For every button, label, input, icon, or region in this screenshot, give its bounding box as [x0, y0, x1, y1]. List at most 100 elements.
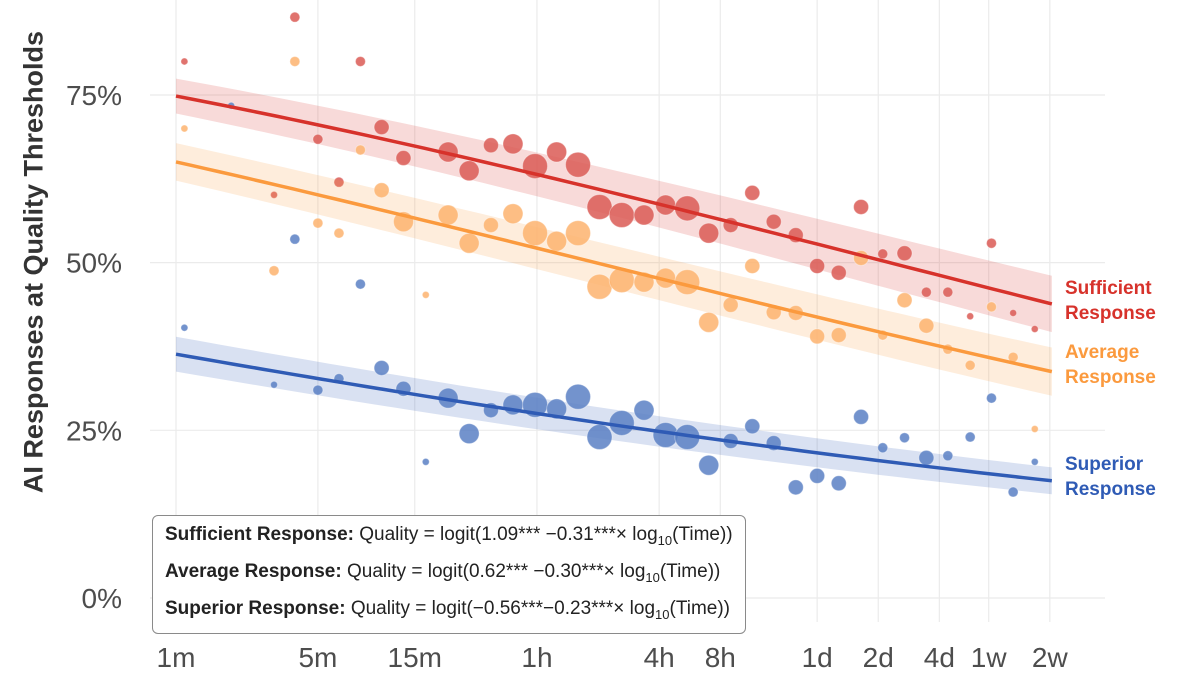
data-point-superior: [918, 449, 935, 466]
equation-name: Sufficient Response:: [165, 524, 354, 545]
series-label-superior: Superior Response: [1065, 452, 1156, 502]
equation-formula-end: (Time)): [669, 597, 731, 619]
data-point-average: [918, 317, 935, 334]
equation-formula-end: (Time)): [672, 524, 733, 545]
data-point-average: [312, 217, 324, 229]
data-point-sufficient: [180, 57, 189, 66]
data-point-superior: [270, 380, 279, 389]
data-point-superior: [458, 423, 480, 445]
data-point-sufficient: [608, 202, 635, 229]
data-point-average: [421, 290, 430, 299]
data-point-sufficient: [744, 184, 761, 201]
data-point-superior: [964, 431, 976, 443]
data-point-average: [437, 204, 459, 226]
data-point-average: [896, 292, 913, 309]
data-point-average: [333, 227, 345, 239]
x-tick-label: 4d: [924, 642, 955, 673]
data-point-superior: [373, 359, 390, 376]
data-point-sufficient: [354, 55, 366, 67]
data-point-average: [722, 296, 739, 313]
data-point-sufficient: [698, 222, 720, 244]
data-point-average: [830, 327, 847, 344]
data-point-sufficient: [765, 213, 782, 230]
data-point-average: [458, 232, 480, 254]
data-point-average: [502, 203, 524, 225]
equation-box: Sufficient Response: Quality = logit(1.0…: [152, 515, 746, 635]
data-point-average: [546, 230, 568, 252]
data-point-sufficient: [966, 312, 975, 321]
equation-formula: Quality = logit(1.09*** −0.31***× log: [359, 524, 658, 545]
data-point-average: [1030, 424, 1039, 433]
equation-formula: Quality = logit(−0.56***−0.23***× log: [350, 597, 656, 619]
fit-line-superior: [175, 352, 1053, 483]
y-tick-label: 0%: [82, 583, 122, 614]
data-point-sufficient: [877, 248, 889, 260]
data-point-sufficient: [565, 151, 592, 178]
x-tick-label: 1w: [971, 642, 1008, 673]
fit-line-average: [175, 160, 1053, 374]
data-point-sufficient: [333, 176, 345, 188]
series-label-line: Average: [1065, 342, 1140, 363]
data-point-average: [354, 144, 366, 156]
data-point-superior: [942, 450, 954, 462]
data-point-sufficient: [942, 286, 954, 298]
data-point-average: [522, 220, 549, 247]
data-point-average: [744, 258, 761, 275]
data-point-sufficient: [985, 237, 997, 249]
data-point-sufficient: [289, 11, 301, 23]
equation-formula: Quality = logit(0.62*** −0.30***× log: [346, 560, 646, 582]
x-tick-label: 15m: [388, 642, 442, 673]
data-point-superior: [565, 383, 592, 410]
series-label-line: Response: [1065, 367, 1156, 388]
data-point-average: [289, 55, 301, 67]
data-point-superior: [830, 475, 847, 492]
series-label-sufficient: Sufficient Response: [1065, 276, 1156, 326]
y-tick-label: 25%: [66, 415, 122, 446]
series-label-line: Sufficient: [1065, 278, 1152, 299]
series-label-line: Superior: [1065, 454, 1144, 475]
series-label-line: Response: [1065, 479, 1156, 500]
data-point-average: [373, 182, 390, 199]
data-point-sufficient: [896, 245, 913, 262]
equation-sufficient: Sufficient Response: Quality = logit(1.0…: [165, 519, 733, 556]
equation-subscript: 10: [655, 606, 670, 622]
x-tick-label: 4h: [644, 642, 675, 673]
data-point-superior: [809, 467, 826, 484]
data-point-sufficient: [482, 137, 499, 154]
equation-name: Average Response:: [165, 560, 342, 582]
y-tick-label: 50%: [66, 248, 122, 279]
data-point-superior: [744, 418, 761, 435]
data-point-sufficient: [809, 258, 826, 275]
x-tick-label: 1h: [521, 642, 552, 673]
data-point-sufficient: [458, 160, 480, 182]
data-point-average: [586, 273, 613, 300]
series-label-line: Response: [1065, 303, 1156, 324]
data-point-superior: [1030, 457, 1039, 466]
data-point-sufficient: [502, 133, 524, 155]
data-point-average: [482, 217, 499, 234]
data-point-sufficient: [920, 286, 932, 298]
data-point-sufficient: [1009, 308, 1018, 317]
x-tick-label: 1m: [157, 642, 196, 673]
data-point-sufficient: [830, 264, 847, 281]
data-point-superior: [985, 392, 997, 404]
x-tick-label: 2d: [863, 642, 894, 673]
series-label-average: Average Response: [1065, 340, 1156, 390]
equation-name: Superior Response:: [165, 597, 346, 619]
data-point-superior: [899, 432, 911, 444]
data-point-superior: [421, 457, 430, 466]
x-tick-label: 8h: [705, 642, 736, 673]
equation-subscript: 10: [657, 532, 673, 548]
data-point-average: [985, 301, 997, 313]
y-axis-title: AI Responses at Quality Thresholds: [18, 30, 49, 494]
data-point-superior: [312, 384, 324, 396]
data-point-average: [698, 311, 720, 333]
data-point-superior: [877, 442, 889, 454]
data-point-sufficient: [586, 193, 613, 220]
data-point-superior: [354, 278, 366, 290]
data-point-superior: [180, 323, 189, 332]
data-point-sufficient: [373, 119, 390, 136]
x-tick-label: 2w: [1032, 642, 1069, 673]
equation-subscript: 10: [645, 569, 660, 585]
